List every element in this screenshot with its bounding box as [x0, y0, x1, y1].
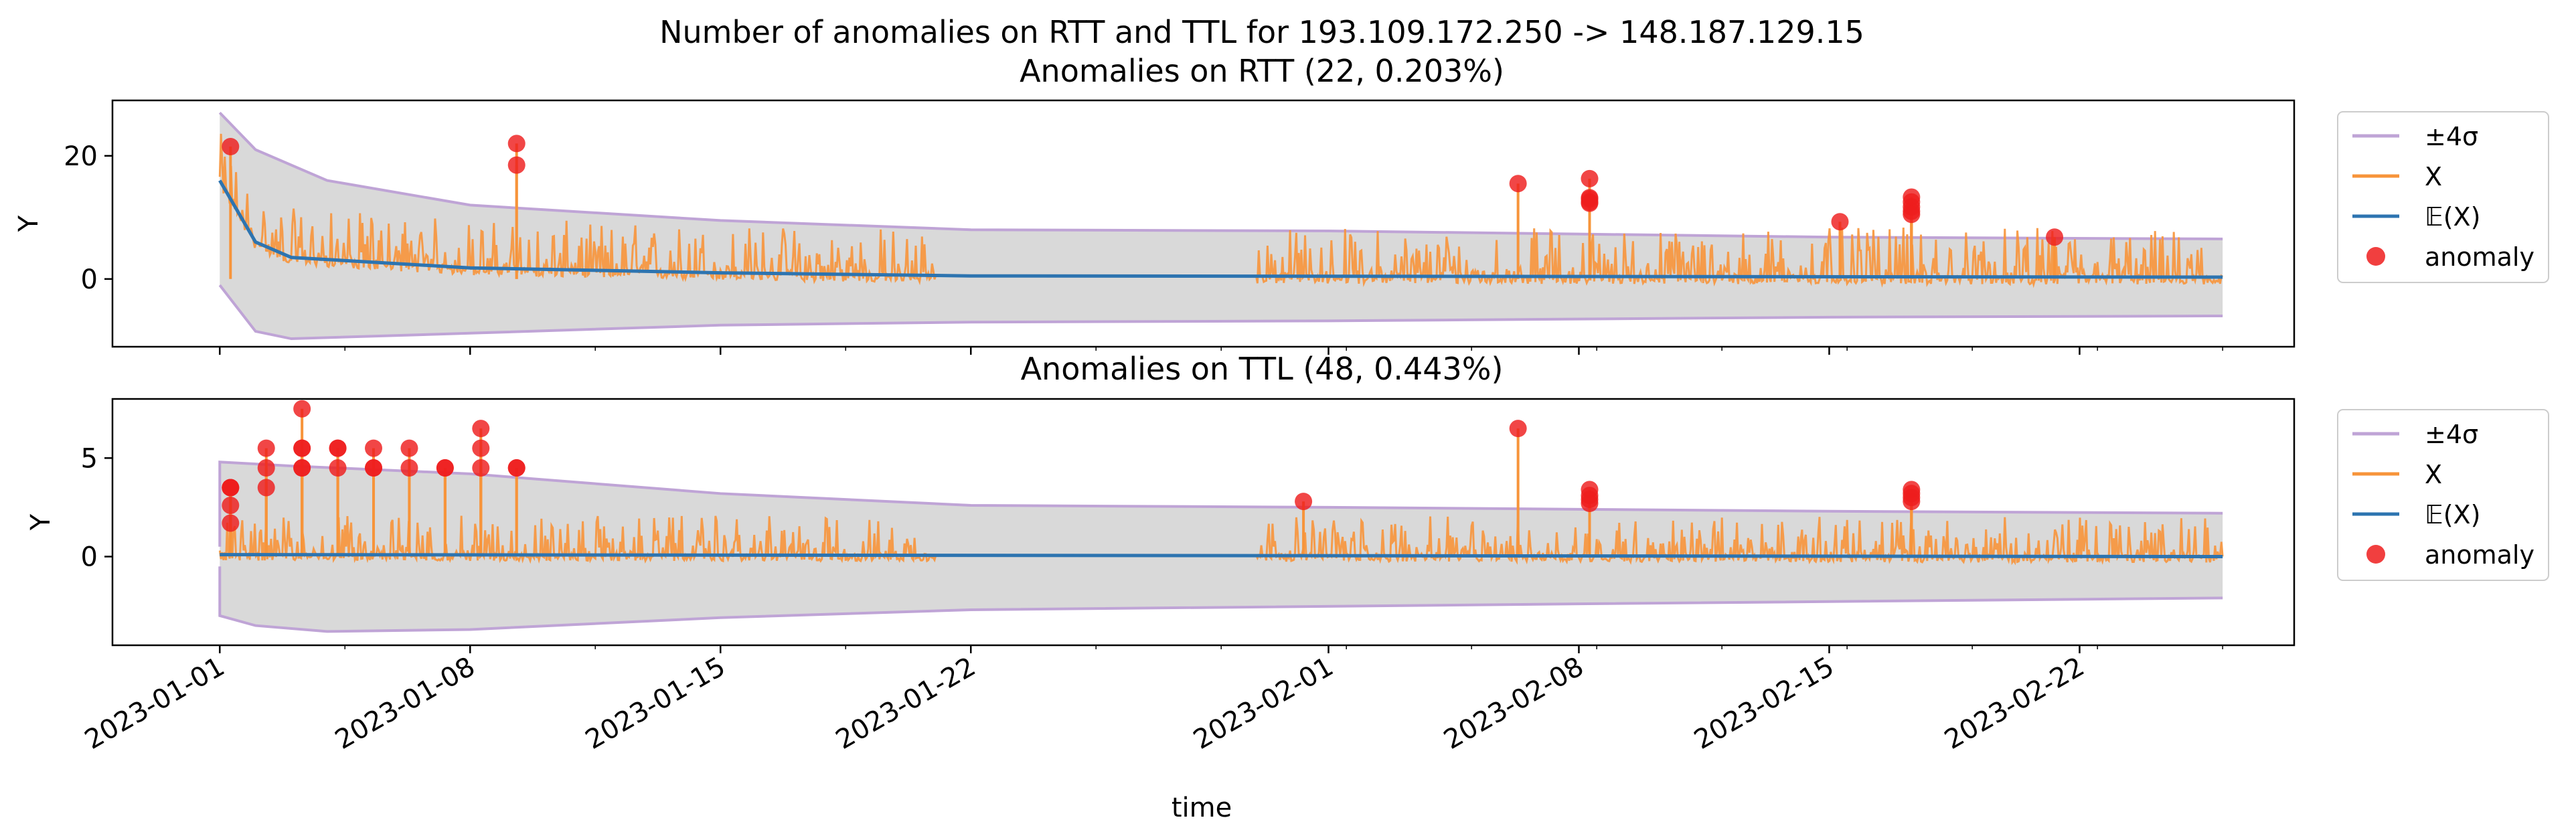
ttl-y-ticks: 05 [81, 443, 112, 573]
anomaly-point [1903, 493, 1921, 511]
rtt-axes-frame [111, 99, 2296, 348]
anomaly-point [1581, 194, 1599, 212]
anomaly-point [472, 439, 490, 457]
anomaly-point [1295, 493, 1313, 511]
x-tick-label: 2023-01-08 [330, 651, 480, 756]
anomaly-point [472, 459, 490, 477]
anomaly-point [329, 439, 347, 457]
rtt-legend-mean-label: 𝔼(X) [2425, 202, 2480, 232]
ttl-subplot-title: Anomalies on TTL (48, 0.443%) [1021, 351, 1504, 387]
anomaly-point [1509, 175, 1527, 193]
rtt-x-ticks [219, 347, 2223, 355]
anomaly-point [257, 459, 275, 477]
anomaly-point [329, 459, 347, 477]
anomaly-point [222, 496, 240, 514]
anomaly-point [507, 156, 526, 174]
anomaly-point [1581, 495, 1599, 513]
x-tick-label: 2023-02-22 [1939, 651, 2089, 756]
sigma-lower-line [218, 566, 2223, 633]
y-tick-label: 0 [81, 264, 98, 295]
anomaly-point [293, 459, 311, 477]
anomaly-point [1831, 213, 1849, 231]
x-tick-label: 2023-02-01 [1188, 651, 1338, 756]
figure-title: Number of anomalies on RTT and TTL for 1… [659, 14, 1864, 50]
x-axis-label: time [1172, 793, 1232, 823]
ttl-ylabel: Y [25, 513, 56, 531]
anomaly-point [1581, 169, 1599, 187]
ttl-legend-anomaly-swatch [2366, 545, 2385, 564]
anomaly-point [436, 459, 454, 477]
rtt-plot-area [218, 112, 2223, 341]
x-tick-label: 2023-01-22 [831, 651, 981, 756]
sigma-lower-line [218, 284, 2223, 341]
ttl-plot-area [218, 400, 2224, 633]
anomaly-point [257, 479, 275, 497]
anomaly-point [507, 459, 526, 477]
sigma-upper-line [218, 112, 2223, 240]
anomaly-point [222, 479, 240, 497]
rtt-legend-anomaly-swatch [2366, 247, 2385, 266]
x-tick-label: 2023-02-08 [1439, 651, 1589, 756]
x-tick-label: 2023-01-01 [80, 651, 230, 756]
ttl-legend-x-label: X [2425, 460, 2442, 489]
anomaly-point [507, 135, 526, 153]
mean-line [218, 179, 2223, 279]
anomaly-point [222, 138, 240, 155]
anomaly-point [1509, 420, 1527, 438]
sigma-upper-line [218, 461, 2223, 547]
ttl-legend-anomaly-label: anomaly [2425, 540, 2534, 570]
x-tick-label: 2023-01-15 [580, 651, 730, 756]
anomaly-point [257, 439, 275, 457]
anomaly-point [400, 439, 418, 457]
sigma-band-fill [220, 462, 2223, 632]
rtt-subplot: Anomalies on RTT (22, 0.203%) 0 20 Y [13, 53, 2296, 355]
anomaly-point [472, 420, 490, 438]
anomaly-point [222, 514, 240, 532]
anomaly-point [400, 459, 418, 477]
mean-line [220, 553, 2223, 559]
rtt-legend-frame [2337, 111, 2549, 283]
ttl-axes-frame [111, 398, 2296, 647]
y-tick-label: 20 [64, 141, 98, 172]
ttl-x-ticks: 2023-01-01 2023-01-08 2023-01-15 2023-01-22… [80, 645, 2223, 756]
ttl-legend-frame [2337, 409, 2549, 581]
x-tick-label: 2023-02-15 [1689, 651, 1839, 756]
ttl-legend-band-label: ±4σ [2425, 420, 2478, 449]
rtt-legend-band-label: ±4σ [2425, 122, 2478, 151]
rtt-legend: ±4σ X 𝔼(X) anomaly [2337, 111, 2549, 283]
anomaly-point [2046, 228, 2064, 246]
rtt-ylabel: Y [13, 215, 44, 232]
rtt-y-ticks: 0 20 [64, 141, 112, 295]
sigma-band-fill [220, 112, 2223, 339]
y-tick-label: 5 [81, 443, 98, 474]
anomaly-point [365, 459, 383, 477]
ttl-legend: ±4σ X 𝔼(X) anomaly [2337, 409, 2549, 581]
y-tick-label: 0 [81, 542, 98, 573]
rtt-subplot-title: Anomalies on RTT (22, 0.203%) [1020, 53, 1504, 89]
rtt-legend-x-label: X [2425, 162, 2442, 191]
rtt-legend-anomaly-label: anomaly [2425, 242, 2534, 272]
anomaly-point [293, 439, 311, 457]
anomaly-point [365, 439, 383, 457]
anomaly-point [1903, 205, 1921, 224]
anomaly-point [293, 400, 311, 418]
ttl-legend-mean-label: 𝔼(X) [2425, 500, 2480, 529]
ttl-subplot: Anomalies on TTL (48, 0.443%) 05 Y 2023-… [25, 351, 2296, 756]
